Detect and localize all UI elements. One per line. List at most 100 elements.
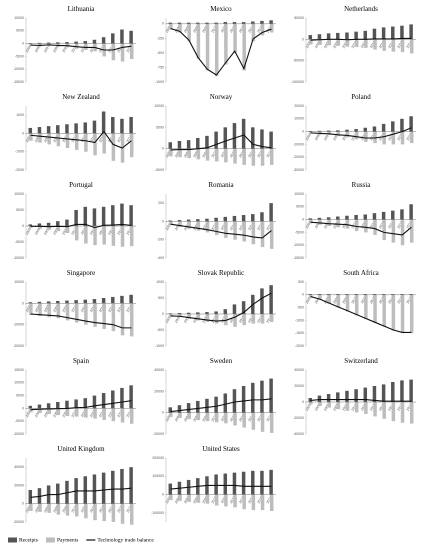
receipts-bar bbox=[177, 313, 182, 314]
payments-bar bbox=[93, 226, 97, 246]
receipts-bar bbox=[92, 299, 97, 304]
x-tick-label: 2007 bbox=[183, 25, 190, 34]
x-tick-label: 2005 bbox=[165, 25, 172, 34]
y-tick-label: 1000 bbox=[156, 280, 164, 284]
y-tick-label: 40000 bbox=[294, 368, 304, 372]
receipts-bar bbox=[120, 295, 124, 304]
y-tick-label: -20000 bbox=[293, 416, 304, 420]
x-tick-label: 2008 bbox=[192, 414, 199, 423]
payments-bar bbox=[187, 23, 191, 42]
receipts-bar bbox=[317, 130, 322, 132]
payments-bar bbox=[327, 402, 331, 408]
payments-bar bbox=[29, 303, 33, 316]
payments-bar bbox=[318, 402, 322, 406]
x-tick-label: 2014 bbox=[107, 505, 114, 514]
panel-title: Poland bbox=[351, 93, 371, 101]
y-tick-label: -1500 bbox=[295, 331, 304, 335]
x-tick-label: 2014 bbox=[107, 45, 114, 54]
x-tick-label: 2014 bbox=[387, 403, 394, 412]
payments-bar bbox=[214, 494, 219, 506]
x-tick-label: 2007 bbox=[183, 414, 190, 423]
x-tick-label: 2008 bbox=[192, 150, 199, 159]
x-tick-label: 2016 bbox=[266, 222, 273, 231]
payments-bar bbox=[345, 131, 350, 138]
x-tick-label: 2015 bbox=[257, 414, 264, 423]
balance-line bbox=[170, 27, 272, 76]
payments-bar bbox=[56, 226, 61, 232]
payments-bar bbox=[409, 294, 414, 334]
payments-bar bbox=[260, 494, 265, 511]
receipts-bar bbox=[83, 122, 88, 134]
receipts-bar bbox=[326, 394, 331, 402]
payments-bar bbox=[111, 133, 116, 161]
payments-bar bbox=[84, 408, 88, 418]
legend-swatch bbox=[8, 537, 17, 543]
payments-bar bbox=[47, 133, 51, 145]
receipts-bar bbox=[37, 127, 42, 134]
payments-bar bbox=[111, 503, 116, 522]
payments-bar bbox=[242, 314, 246, 326]
y-tick-label: 0 bbox=[22, 131, 24, 135]
payments-bar bbox=[400, 39, 405, 53]
receipts-bar bbox=[232, 22, 237, 24]
y-tick-label: 0 bbox=[302, 130, 304, 134]
x-tick-label: 2006 bbox=[174, 414, 181, 423]
x-tick-label: 2015 bbox=[117, 227, 124, 236]
receipts-bar bbox=[241, 215, 246, 222]
receipts-bar bbox=[363, 387, 368, 402]
y-tick-label: 10000 bbox=[294, 117, 304, 121]
receipts-bar bbox=[241, 22, 246, 24]
payments-bar bbox=[251, 221, 256, 245]
x-tick-label: 2005 bbox=[165, 495, 172, 504]
receipts-bar bbox=[56, 125, 60, 134]
payments-bar bbox=[178, 314, 182, 318]
payments-bar bbox=[120, 303, 125, 336]
payments-bar bbox=[391, 39, 396, 52]
x-tick-label: 2011 bbox=[220, 414, 227, 423]
payments-bar bbox=[364, 294, 368, 320]
receipts-bar bbox=[205, 398, 209, 413]
receipts-bar bbox=[372, 213, 377, 220]
payments-bar bbox=[382, 39, 386, 51]
payments-bar bbox=[93, 303, 97, 327]
receipts-bar bbox=[223, 127, 228, 149]
receipts-bar bbox=[241, 301, 246, 314]
y-tick-label: -10000 bbox=[13, 256, 24, 260]
receipts-bar bbox=[381, 123, 386, 132]
payments-bar bbox=[336, 402, 341, 410]
receipts-bar bbox=[83, 41, 88, 44]
x-tick-label: 2014 bbox=[247, 495, 254, 504]
payments-bar bbox=[233, 494, 237, 508]
x-tick-label: 2014 bbox=[107, 304, 114, 313]
y-tick-label: -2000 bbox=[15, 168, 24, 172]
payments-bar bbox=[56, 408, 61, 416]
payments-bar bbox=[74, 303, 79, 323]
balance-line bbox=[310, 221, 412, 236]
payments-bar bbox=[102, 226, 106, 245]
payments-bar bbox=[187, 412, 191, 420]
x-tick-label: 2016 bbox=[126, 134, 133, 143]
payments-bar bbox=[354, 402, 359, 413]
y-tick-label: -10000 bbox=[13, 432, 24, 436]
x-tick-label: 2016 bbox=[266, 150, 273, 159]
x-tick-label: 2012 bbox=[89, 304, 96, 313]
panel-title: Portugal bbox=[69, 181, 93, 189]
payments-bar bbox=[224, 23, 228, 65]
receipts-bar bbox=[129, 385, 133, 409]
x-tick-label: 2015 bbox=[397, 133, 404, 142]
payments-bar bbox=[56, 133, 61, 147]
payments-bar bbox=[242, 221, 246, 242]
y-tick-label: 0 bbox=[162, 312, 164, 316]
payments-bar bbox=[169, 148, 173, 157]
receipts-bar bbox=[168, 407, 173, 413]
x-tick-label: 2006 bbox=[314, 296, 321, 305]
y-tick-label: -20000 bbox=[293, 155, 304, 159]
payments-bar bbox=[38, 303, 42, 317]
receipts-bar bbox=[205, 218, 209, 222]
receipts-bar bbox=[326, 217, 331, 220]
x-tick-label: 2016 bbox=[126, 505, 133, 514]
payments-bar bbox=[205, 494, 210, 504]
receipts-bar bbox=[37, 301, 42, 304]
y-tick-label: 10000 bbox=[14, 16, 24, 20]
legend-label: Receipts bbox=[19, 537, 38, 543]
